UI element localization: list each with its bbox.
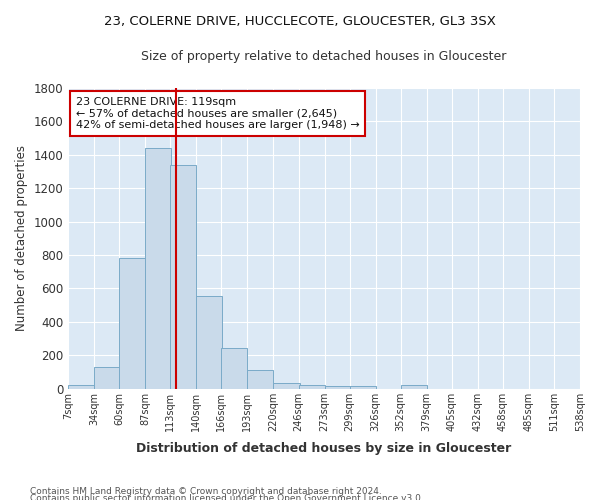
Title: Size of property relative to detached houses in Gloucester: Size of property relative to detached ho… xyxy=(142,50,507,63)
Bar xyxy=(221,348,247,389)
Bar xyxy=(401,386,427,388)
Bar xyxy=(325,386,350,388)
Bar xyxy=(299,384,325,388)
Y-axis label: Number of detached properties: Number of detached properties xyxy=(15,146,28,332)
Text: 23 COLERNE DRIVE: 119sqm
← 57% of detached houses are smaller (2,645)
42% of sem: 23 COLERNE DRIVE: 119sqm ← 57% of detach… xyxy=(76,97,359,130)
Text: Contains HM Land Registry data © Crown copyright and database right 2024.: Contains HM Land Registry data © Crown c… xyxy=(30,488,382,496)
Text: Contains public sector information licensed under the Open Government Licence v3: Contains public sector information licen… xyxy=(30,494,424,500)
Bar xyxy=(94,367,120,388)
Bar xyxy=(119,258,145,388)
Bar xyxy=(274,383,299,388)
Bar xyxy=(196,296,223,388)
X-axis label: Distribution of detached houses by size in Gloucester: Distribution of detached houses by size … xyxy=(136,442,512,455)
Bar xyxy=(350,386,376,388)
Text: 23, COLERNE DRIVE, HUCCLECOTE, GLOUCESTER, GL3 3SX: 23, COLERNE DRIVE, HUCCLECOTE, GLOUCESTE… xyxy=(104,15,496,28)
Bar xyxy=(170,164,196,388)
Bar xyxy=(247,370,274,388)
Bar xyxy=(68,386,94,388)
Bar xyxy=(145,148,172,388)
